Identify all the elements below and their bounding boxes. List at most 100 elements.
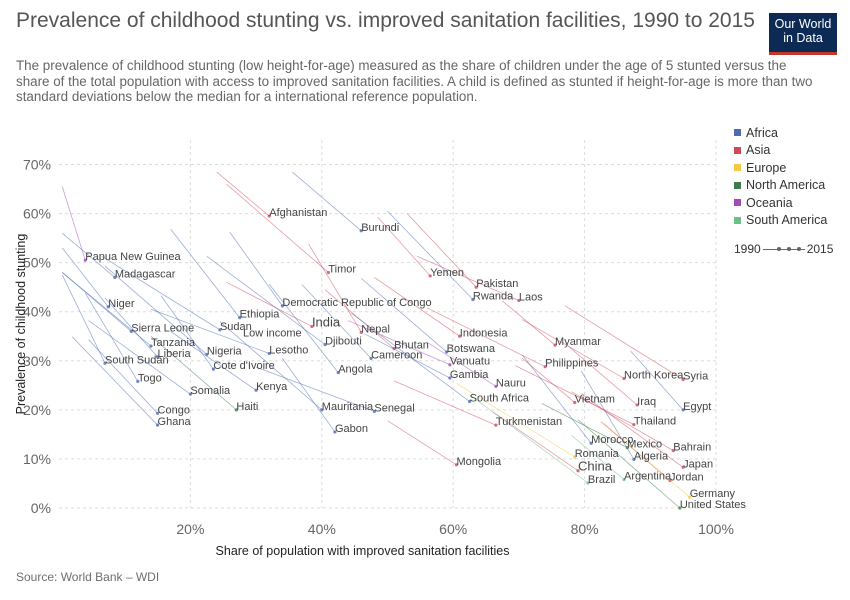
country-point [635,403,639,407]
country-point [448,363,452,367]
owid-logo[interactable]: Our World in Data [769,13,837,55]
country-trajectory [351,312,470,402]
y-tick-label: 40% [23,304,51,320]
country-trajectory [492,411,579,472]
country-point [359,229,363,233]
country-trajectory [604,423,690,498]
country-label: Niger [108,298,135,310]
chart-title: Prevalence of childhood stunting vs. imp… [16,9,755,32]
country-trajectory [374,277,460,337]
legend-item[interactable]: Oceania [734,194,827,212]
x-tick-label: 20% [176,521,204,537]
country-label: Iraq [637,396,656,408]
country-trajectory [255,366,375,412]
country-label: Philippines [545,358,599,370]
country-point [113,275,117,279]
country-point [323,343,327,347]
country-label: Liberia [158,348,192,360]
trajectories [61,171,692,510]
x-tick-label: 80% [571,521,599,537]
country-label: Pakistan [476,278,518,290]
country-trajectory [416,255,520,301]
country-trajectory [62,232,116,278]
legend-swatch [734,164,741,172]
legend-item[interactable]: North America [734,177,827,195]
country-trajectory [577,419,681,509]
country-trajectory [229,232,283,307]
country-label: Indonesia [460,327,509,339]
country-point [155,355,160,359]
country-point [517,298,521,303]
country-label: Cote d'Ivoire [213,360,274,372]
country-label: Kenya [256,381,288,393]
logo-line-1: Our World [774,17,832,31]
country-label: Rwanda [473,290,514,302]
country-label: Argentina [624,471,672,483]
timeline-legend[interactable]: 1990 2015 [734,242,833,256]
x-tick-label: 100% [698,521,734,537]
country-point [681,465,685,469]
country-point [188,392,192,396]
country-point [471,297,475,302]
country-point [632,422,636,427]
country-point [622,477,626,482]
y-tick-label: 70% [23,157,51,173]
country-point [586,481,590,485]
country-label: Japan [683,458,713,470]
legend-label: Europe [746,160,787,175]
country-trajectory [216,171,270,217]
country-trajectory [564,305,684,380]
country-point [553,343,557,347]
legend-swatch [734,146,741,154]
region-legend: Africa Asia Europe North America Oceania Sout… [734,124,827,229]
legend-item[interactable]: Asia [734,142,827,160]
country-label: Burundi [361,222,399,234]
country-trajectory [88,320,191,395]
country-trajectory [61,247,109,308]
country-trajectory [515,365,635,425]
country-trajectory [268,284,339,373]
country-trajectory [104,265,208,355]
country-point [211,367,215,371]
country-label: Afghanistan [269,207,327,219]
legend-item[interactable]: Europe [734,159,827,177]
country-label: Djibouti [325,336,362,348]
logo-line-2: in Data [783,30,823,45]
country-point [267,351,271,356]
country-point [234,408,238,412]
country-point [445,350,449,354]
country-trajectory [571,435,625,480]
country-point [468,399,472,404]
country-label: South Sudan [105,354,169,366]
country-point [474,285,478,289]
country-label: Germany [690,488,736,500]
country-trajectory [387,210,474,300]
legend-item[interactable]: Africa [734,124,827,142]
country-point [681,377,685,382]
country-point [448,376,452,380]
country-label: Vietnam [575,394,615,406]
country-trajectory [150,335,237,411]
country-label: Papua New Guinea [85,251,181,263]
country-point [333,430,337,434]
country-trajectory [101,255,221,331]
country-trajectory [71,336,158,426]
country-trajectory [377,216,431,277]
timeline-end: 2015 [806,242,834,256]
country-label: Myanmar [555,336,601,348]
country-trajectory [170,331,257,391]
country-trajectory [88,339,158,414]
country-label: Mexico [627,439,662,451]
country-point [494,423,498,427]
country-trajectory [308,243,362,333]
country-point [576,469,580,473]
country-point [205,352,209,357]
legend-item[interactable]: South America [734,212,827,230]
chart-subtitle: The prevalence of childhood stunting (lo… [16,58,813,104]
timeline-start: 1990 [734,242,761,256]
country-trajectory [426,341,497,387]
country-label: Angola [338,364,373,376]
country-trajectory [347,320,451,366]
country-trajectory [62,272,152,347]
country-label: Low income [243,327,302,339]
